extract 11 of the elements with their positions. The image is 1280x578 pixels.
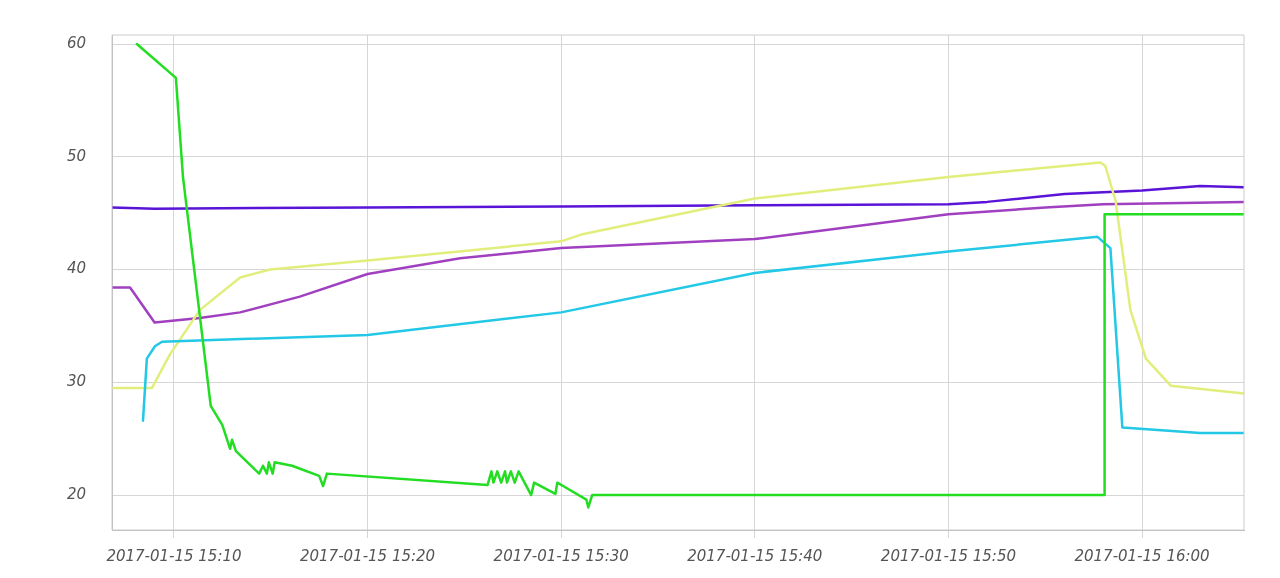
x-tick-label: 2017-01-15 15:40 <box>687 546 823 565</box>
y-tick-label: 20 <box>66 484 86 503</box>
x-tick-label: 2017-01-15 15:30 <box>493 546 629 565</box>
y-tick-label: 50 <box>66 146 86 165</box>
y-tick-label: 40 <box>66 259 86 278</box>
x-tick-label: 2017-01-15 15:50 <box>880 546 1016 565</box>
y-tick-label: 60 <box>66 33 86 52</box>
x-tick-label: 2017-01-15 16:00 <box>1074 546 1210 565</box>
x-tick-label: 2017-01-15 15:20 <box>299 546 436 565</box>
y-tick-label: 30 <box>66 372 86 391</box>
x-tick-label: 2017-01-15 15:10 <box>106 546 242 565</box>
